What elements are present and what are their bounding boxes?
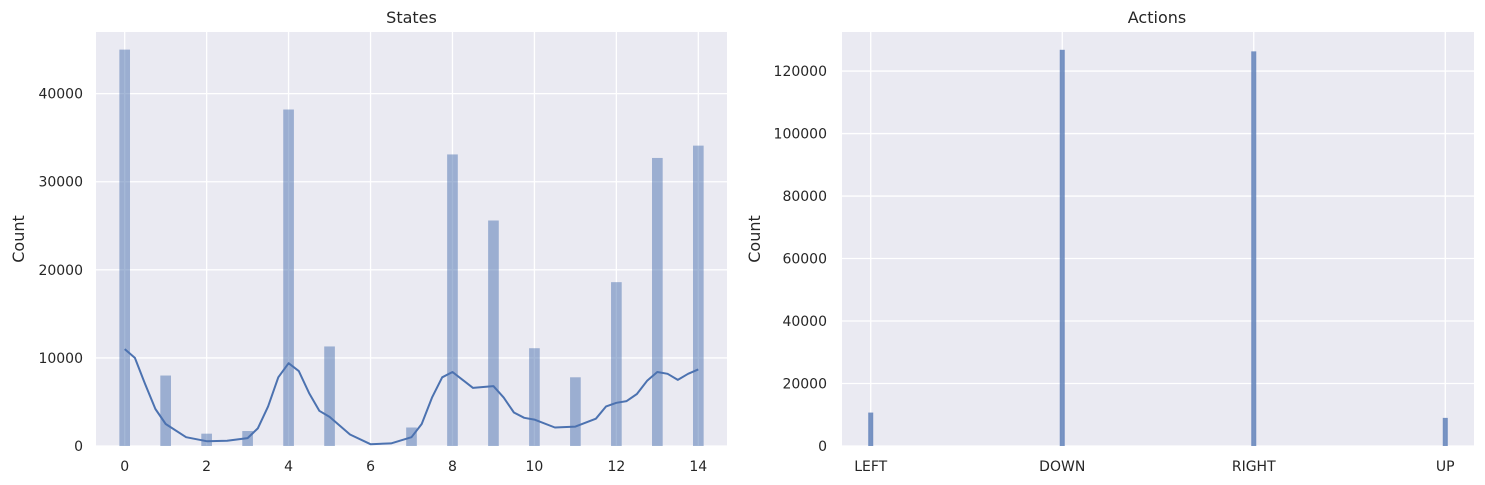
actions-x-tick-label: LEFT bbox=[854, 459, 887, 475]
states-bar bbox=[529, 348, 540, 446]
states-x-ticks: 0 2 4 6 8 10 12 14 bbox=[120, 459, 707, 475]
states-y-tick-label: 10000 bbox=[38, 351, 83, 367]
states-x-tick-label: 2 bbox=[202, 459, 211, 475]
states-y-tick-label: 40000 bbox=[38, 87, 83, 103]
actions-y-tick-label: 80000 bbox=[782, 189, 827, 205]
actions-x-tick-label: UP bbox=[1436, 459, 1455, 475]
actions-y-tick-label: 60000 bbox=[782, 252, 827, 268]
states-bar bbox=[611, 282, 622, 446]
states-x-tick-label: 12 bbox=[607, 459, 625, 475]
actions-bar bbox=[1251, 51, 1257, 447]
states-bar bbox=[201, 433, 212, 446]
states-histogram-panel: 0 2 4 6 8 10 12 14 0 10000 20000 30000 40000 States… bbox=[9, 8, 727, 475]
states-plot-area bbox=[96, 32, 727, 446]
states-y-axis-label: Count bbox=[9, 215, 28, 263]
states-bar bbox=[283, 109, 294, 446]
states-y-tick-label: 0 bbox=[74, 439, 83, 455]
states-bar bbox=[119, 49, 131, 447]
states-x-tick-label: 8 bbox=[448, 459, 457, 475]
states-x-tick-label: 4 bbox=[284, 459, 293, 475]
states-x-tick-label: 10 bbox=[526, 459, 544, 475]
states-bar bbox=[692, 145, 704, 446]
actions-histogram-panel: LEFT DOWN RIGHT UP 0 20000 40000 60000 80000 100… bbox=[745, 8, 1474, 475]
states-x-tick-label: 6 bbox=[366, 459, 375, 475]
states-bar bbox=[447, 154, 458, 446]
actions-bar bbox=[1059, 49, 1065, 446]
states-bar bbox=[570, 377, 581, 446]
states-bar bbox=[160, 375, 171, 446]
states-x-tick-label: 0 bbox=[120, 459, 129, 475]
actions-y-tick-label: 40000 bbox=[782, 314, 827, 330]
actions-chart-title: Actions bbox=[1128, 8, 1186, 27]
actions-x-tick-label: DOWN bbox=[1039, 459, 1085, 475]
states-x-tick-label: 14 bbox=[689, 459, 707, 475]
states-bar bbox=[324, 346, 335, 446]
states-bar bbox=[488, 220, 499, 446]
states-kde-line bbox=[124, 348, 699, 446]
actions-bar bbox=[1442, 417, 1448, 446]
actions-y-tick-label: 20000 bbox=[782, 377, 827, 393]
actions-bar bbox=[868, 412, 874, 446]
actions-x-tick-label: RIGHT bbox=[1232, 459, 1276, 475]
actions-y-tick-label: 0 bbox=[818, 439, 827, 455]
actions-bars bbox=[868, 49, 1448, 447]
actions-y-tick-label: 120000 bbox=[774, 64, 827, 80]
actions-y-tick-label: 100000 bbox=[774, 127, 827, 143]
actions-y-ticks: 0 20000 40000 60000 80000 100000 120000 bbox=[774, 64, 827, 455]
states-y-tick-label: 20000 bbox=[38, 263, 83, 279]
states-y-ticks: 0 10000 20000 30000 40000 bbox=[38, 87, 83, 455]
states-y-tick-label: 30000 bbox=[38, 175, 83, 191]
actions-x-ticks: LEFT DOWN RIGHT UP bbox=[854, 459, 1454, 475]
states-chart-title: States bbox=[386, 8, 437, 27]
actions-y-axis-label: Count bbox=[745, 215, 764, 263]
states-bar bbox=[652, 157, 663, 446]
states-kde bbox=[124, 348, 699, 446]
actions-plot-area bbox=[842, 32, 1474, 446]
